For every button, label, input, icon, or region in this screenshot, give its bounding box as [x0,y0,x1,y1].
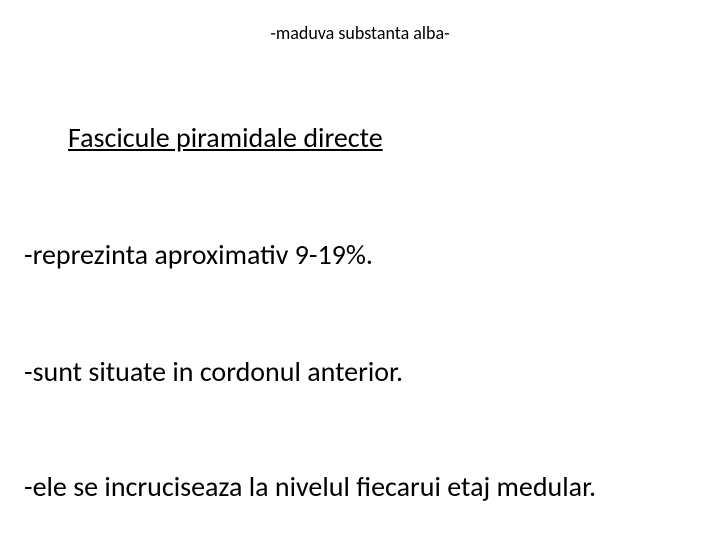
heading-text: Fascicule piramidale directe [68,120,383,155]
bullet-text: -reprezinta aproximativ 9-19%. [24,237,373,272]
bullet-item: -reprezinta aproximativ 9-19%. [24,237,720,272]
bullet-text: -ele se incruciseaza la nivelul fiecarui… [24,469,596,504]
bullet-text: -sunt situate in cordonul anterior. [24,354,403,389]
slide-header: -maduva substanta alba- [0,0,720,44]
header-title: -maduva substanta alba- [270,22,449,44]
bullet-item: -sunt situate in cordonul anterior. [24,354,720,389]
bullet-item: -ele se incruciseaza la nivelul fiecarui… [24,469,664,504]
section-heading: Fascicule piramidale directe [68,120,720,155]
